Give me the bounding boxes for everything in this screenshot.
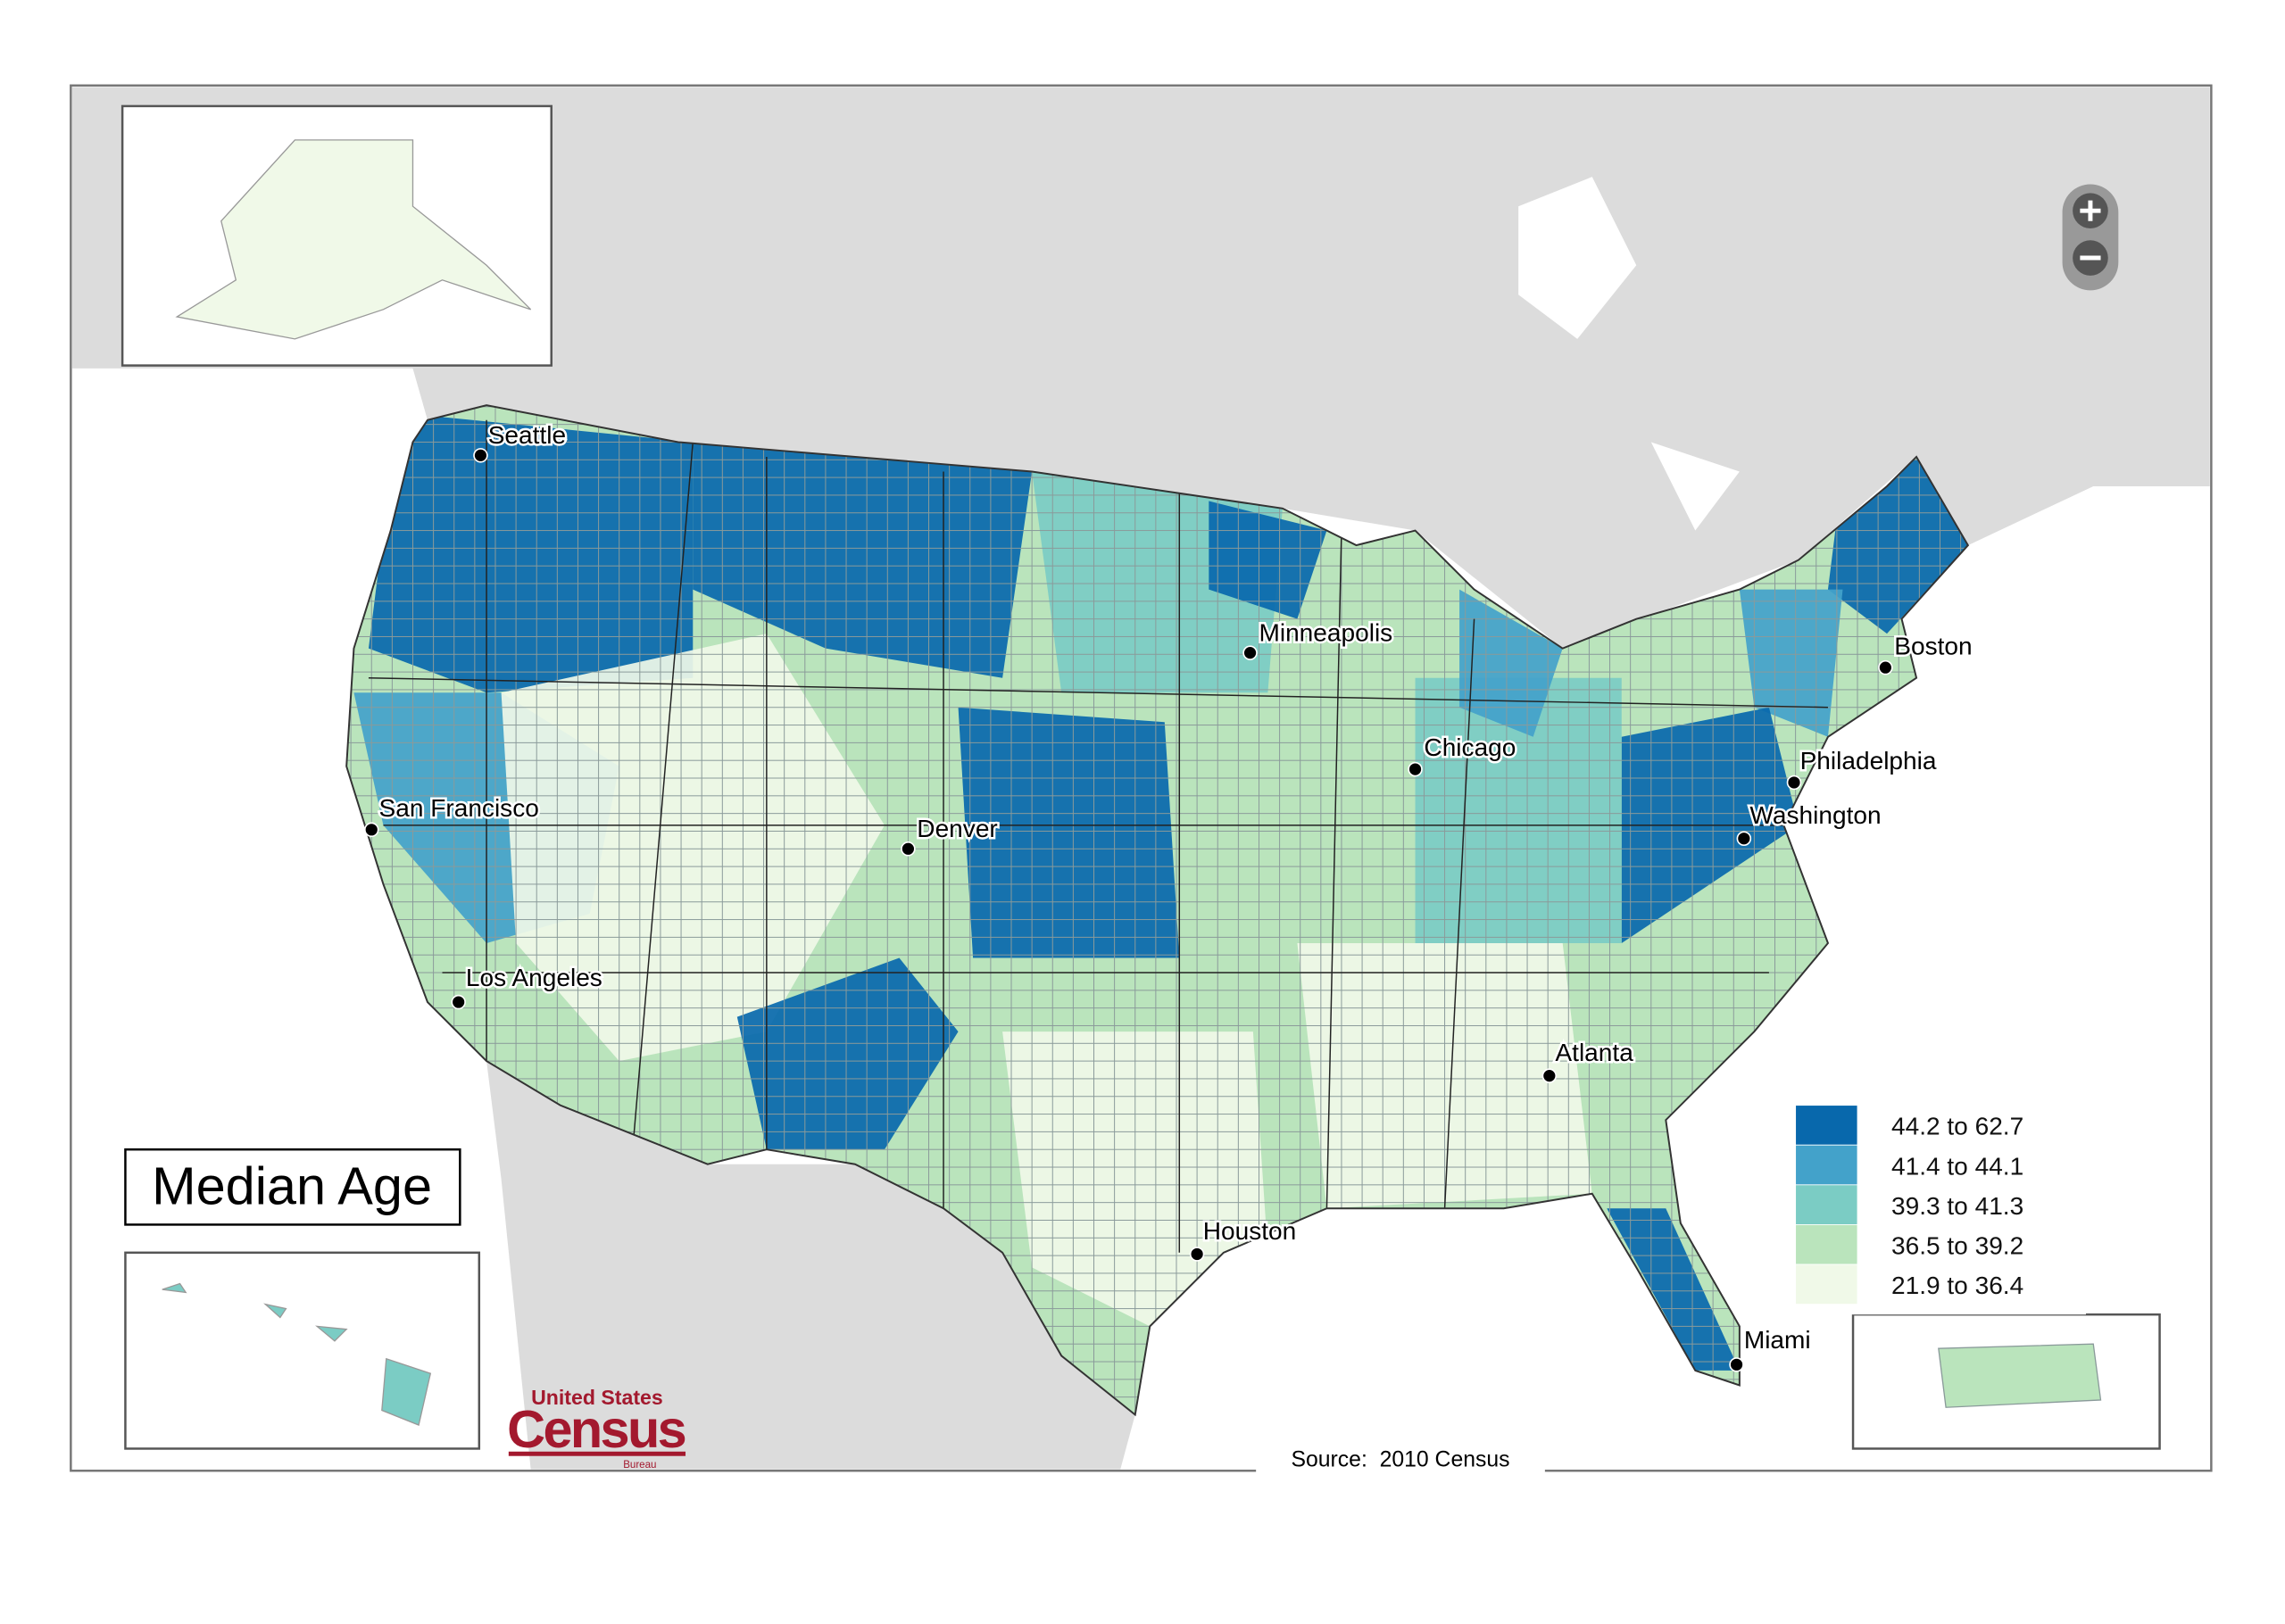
city-label: Washington <box>1749 801 1881 829</box>
city-dot <box>1878 659 1893 675</box>
map-title: Median Age <box>152 1156 432 1215</box>
city-label: Boston <box>1894 632 1972 659</box>
legend-label: 36.5 to 39.2 <box>1891 1231 2023 1259</box>
city-label: Denver <box>917 815 997 842</box>
city-dot <box>1736 831 1752 846</box>
alaska-shape <box>175 139 532 340</box>
city-label: Atlanta <box>1555 1039 1633 1066</box>
legend-label: 41.4 to 44.1 <box>1891 1152 2023 1180</box>
city-dot <box>1786 775 1802 791</box>
city-dot <box>1242 645 1258 660</box>
source-bg <box>1256 1444 1545 1477</box>
mexico <box>486 1061 1135 1470</box>
legend: 44.2 to 62.7 41.4 to 44.1 39.3 to 41.3 36.5… <box>1783 1093 2086 1315</box>
legend-label: 21.9 to 36.4 <box>1891 1272 2023 1299</box>
city-label: Houston <box>1203 1217 1297 1245</box>
city-label: Miami <box>1744 1326 1811 1354</box>
state-line <box>633 442 694 1135</box>
census-logo: United States Census Bureau <box>507 1386 686 1471</box>
city-label: Los Angeles <box>466 964 602 991</box>
city-dot <box>1541 1068 1558 1083</box>
water <box>1518 177 1740 531</box>
city-dot <box>363 822 379 838</box>
logo-top: United States <box>531 1386 663 1409</box>
legend-swatch <box>1795 1224 1858 1265</box>
hawaii-islands <box>162 1282 432 1426</box>
cities: Seattle San Francisco Los Angeles Denver Min… <box>363 419 1974 1372</box>
zoom-control <box>2062 184 2119 291</box>
state-line <box>1443 618 1475 1209</box>
zoom-out[interactable] <box>2073 240 2108 276</box>
legend-swatch <box>1795 1264 1858 1305</box>
legend-swatch <box>1795 1144 1858 1186</box>
legend-label: 44.2 to 62.7 <box>1891 1113 2023 1140</box>
city-dot <box>451 994 466 1010</box>
city-dot <box>1408 761 1423 777</box>
logo-main: Census <box>507 1399 686 1459</box>
logo-rule <box>508 1451 686 1456</box>
city-label: Philadelphia <box>1800 747 1937 775</box>
legend-swatch <box>1795 1184 1858 1225</box>
puerto-rico-shape <box>1938 1343 2102 1408</box>
city-label: Seattle <box>488 421 566 449</box>
state-line <box>1325 530 1342 1209</box>
hawaii-inset <box>124 1251 481 1450</box>
city-dot <box>1189 1247 1205 1262</box>
legend-label: 39.3 to 41.3 <box>1891 1192 2023 1220</box>
city-dot <box>473 448 488 463</box>
logo-bottom: Bureau <box>623 1460 656 1471</box>
state-line <box>368 676 1828 708</box>
source: Source: 2010 Census <box>1291 1447 1509 1471</box>
zoom-in[interactable] <box>2073 193 2108 228</box>
city-label: Minneapolis <box>1259 618 1392 646</box>
title-box <box>124 1148 461 1226</box>
city-dot <box>1729 1357 1744 1372</box>
legend-swatch <box>1795 1105 1858 1146</box>
city-label: Chicago <box>1424 733 1516 761</box>
canada <box>71 87 2210 649</box>
city-label: San Francisco <box>379 794 539 822</box>
city-dot <box>901 841 916 857</box>
